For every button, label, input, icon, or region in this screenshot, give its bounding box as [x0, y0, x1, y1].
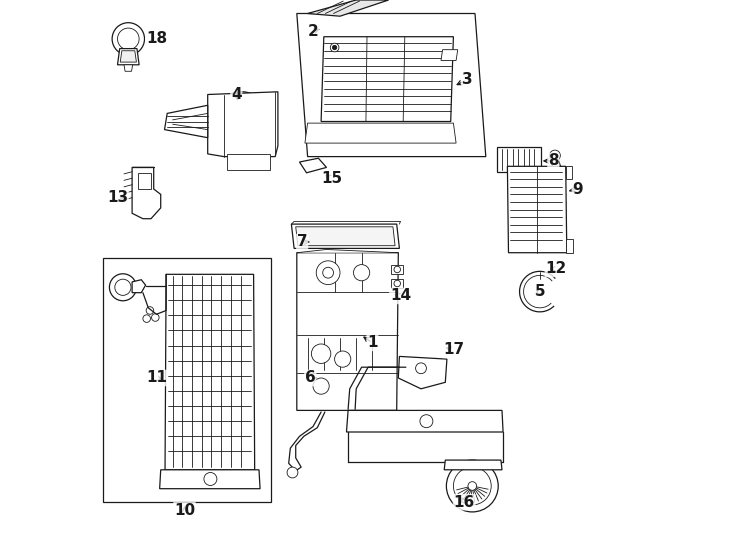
Circle shape: [117, 28, 139, 50]
Text: 12: 12: [545, 261, 567, 276]
Polygon shape: [441, 50, 458, 60]
Polygon shape: [165, 274, 255, 470]
Circle shape: [151, 314, 159, 321]
Polygon shape: [305, 123, 456, 143]
Polygon shape: [308, 0, 388, 16]
Polygon shape: [120, 51, 137, 62]
Polygon shape: [132, 167, 161, 219]
Polygon shape: [208, 92, 278, 157]
Text: 3: 3: [462, 72, 472, 87]
Circle shape: [115, 279, 131, 295]
Polygon shape: [566, 239, 573, 253]
Circle shape: [211, 92, 273, 154]
Polygon shape: [291, 224, 399, 248]
Circle shape: [330, 43, 339, 52]
Text: 9: 9: [573, 181, 583, 197]
Circle shape: [333, 45, 337, 50]
Text: 1: 1: [367, 335, 378, 350]
Polygon shape: [346, 410, 503, 432]
Circle shape: [335, 351, 351, 367]
Circle shape: [287, 467, 298, 478]
Polygon shape: [117, 49, 139, 65]
Polygon shape: [227, 154, 270, 170]
Circle shape: [235, 117, 248, 130]
Circle shape: [354, 265, 370, 281]
Polygon shape: [299, 158, 327, 173]
Circle shape: [394, 266, 401, 273]
Text: 16: 16: [454, 495, 475, 510]
Text: 7: 7: [297, 234, 308, 249]
Bar: [103, 258, 271, 502]
Text: 8: 8: [548, 153, 559, 168]
Circle shape: [454, 467, 491, 505]
Polygon shape: [297, 253, 399, 410]
Circle shape: [323, 267, 333, 278]
Polygon shape: [132, 280, 145, 293]
Polygon shape: [566, 166, 573, 179]
Polygon shape: [297, 249, 399, 253]
Circle shape: [219, 100, 264, 146]
Text: 5: 5: [534, 284, 545, 299]
Circle shape: [109, 274, 137, 301]
Polygon shape: [391, 279, 403, 288]
Text: 17: 17: [443, 342, 464, 357]
Text: 6: 6: [305, 370, 316, 386]
Polygon shape: [124, 65, 133, 71]
Circle shape: [468, 482, 476, 490]
Circle shape: [204, 472, 217, 485]
Polygon shape: [391, 265, 403, 274]
Text: 4: 4: [231, 87, 241, 102]
Text: 15: 15: [321, 171, 343, 186]
Circle shape: [311, 344, 331, 363]
Text: 13: 13: [107, 190, 128, 205]
Circle shape: [550, 150, 560, 161]
Circle shape: [143, 315, 150, 322]
Text: 11: 11: [146, 370, 167, 386]
Polygon shape: [297, 14, 486, 157]
Circle shape: [394, 280, 401, 287]
Text: 14: 14: [390, 288, 411, 303]
Circle shape: [313, 378, 330, 394]
Polygon shape: [497, 147, 541, 172]
Polygon shape: [159, 470, 260, 489]
Circle shape: [420, 415, 433, 428]
Polygon shape: [399, 356, 447, 389]
Circle shape: [316, 261, 340, 285]
Polygon shape: [164, 105, 208, 138]
Polygon shape: [507, 166, 567, 253]
Polygon shape: [296, 227, 395, 246]
Polygon shape: [321, 37, 454, 122]
Text: 2: 2: [308, 24, 319, 39]
Polygon shape: [137, 173, 151, 189]
Text: 10: 10: [174, 503, 195, 518]
Circle shape: [146, 307, 153, 314]
Polygon shape: [444, 460, 502, 470]
Circle shape: [112, 23, 145, 55]
Circle shape: [446, 460, 498, 512]
Circle shape: [415, 363, 426, 374]
Text: 18: 18: [146, 31, 167, 46]
